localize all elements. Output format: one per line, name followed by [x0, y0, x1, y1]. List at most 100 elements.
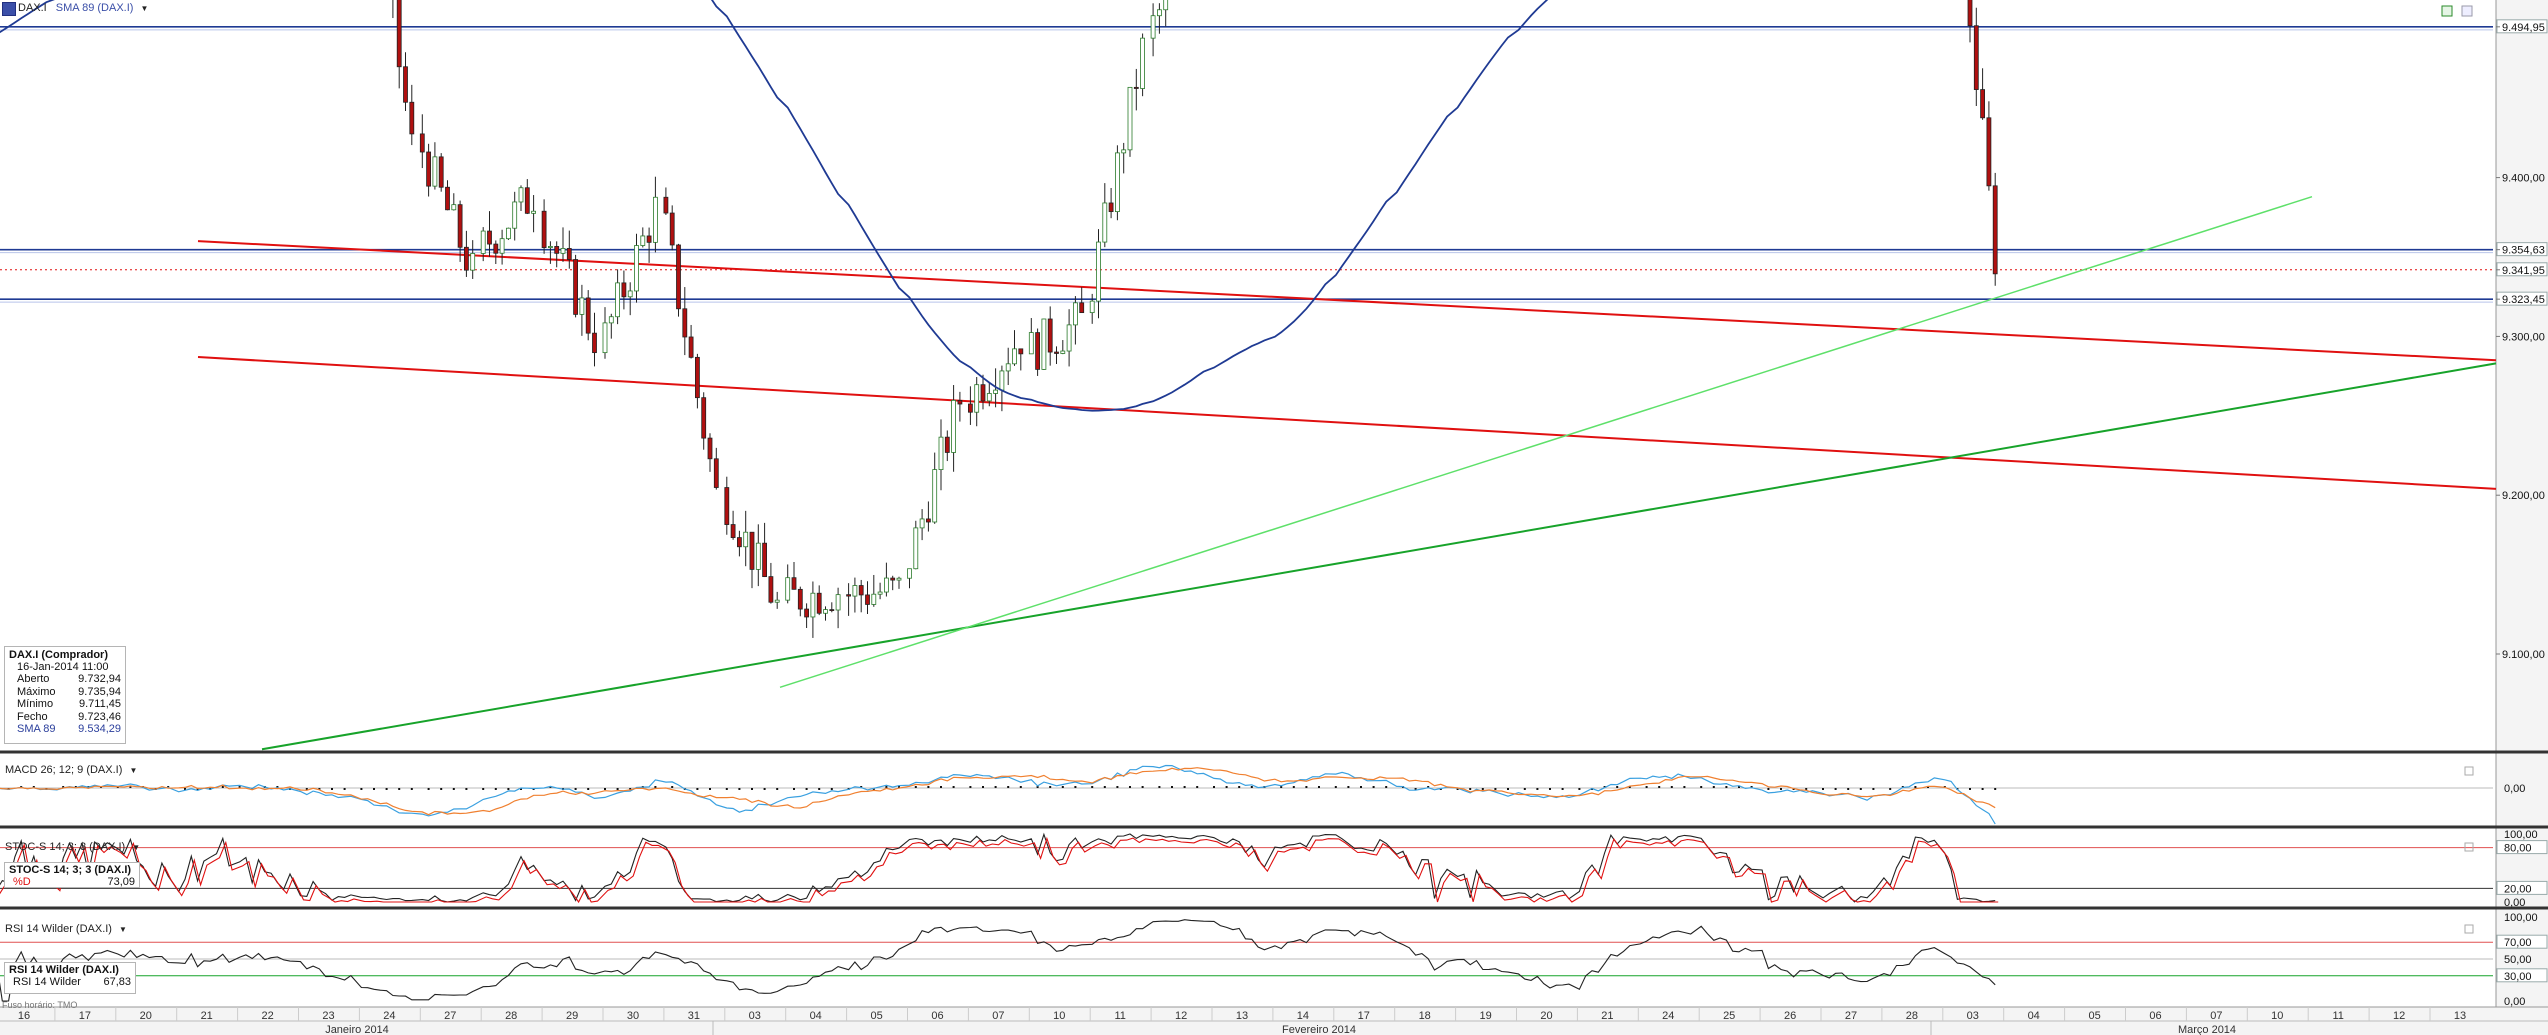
trendline: [197, 356, 2497, 490]
candle-body: [438, 156, 444, 188]
rsi-axis-label: 70,00: [2504, 937, 2532, 949]
panel-control-icon[interactable]: [2464, 842, 2474, 852]
candle-body: [1089, 300, 1095, 314]
candle-body: [1028, 332, 1034, 355]
date-tick-label: 27: [1845, 1010, 1857, 1022]
price-axis-label: 9.323,45: [2502, 294, 2545, 306]
stoch-panel: 100,00 80,00 20,00 0,00: [0, 829, 2548, 910]
header-symbol: DAX.I: [18, 2, 47, 14]
date-tick-label: 05: [2088, 1010, 2100, 1022]
candle-body: [823, 609, 828, 614]
candle-body: [445, 186, 450, 211]
date-tick-label: 24: [1662, 1010, 1674, 1022]
date-tick-label: 12: [1175, 1010, 1187, 1022]
candle-body: [890, 577, 896, 581]
chevron-down-icon[interactable]: ▼: [129, 766, 138, 775]
candle-body: [579, 297, 585, 315]
candle-body: [1150, 15, 1156, 39]
candle-body: [701, 397, 707, 439]
chevron-down-icon[interactable]: ▼: [140, 4, 149, 13]
date-tick-label: 11: [2332, 1010, 2343, 1022]
stoch-panel-header[interactable]: STOC-S 14; 3; 3 (DAX.I) ▼: [5, 841, 140, 853]
price-axis-label: 9.354,63: [2502, 245, 2545, 257]
panel-control-icon[interactable]: [2464, 924, 2474, 934]
candle-body: [877, 591, 883, 595]
rsi-axis-label: 50,00: [2504, 954, 2532, 966]
candle-body: [426, 151, 432, 187]
price-panel: 9.794,959.733,459.696,549.676,459.600,00…: [0, 0, 2548, 754]
candle-body: [663, 196, 669, 214]
panel-control-icon[interactable]: [2461, 5, 2473, 17]
date-tick-label: 06: [931, 1010, 943, 1022]
candle-body: [932, 469, 938, 523]
candle-body: [810, 592, 816, 618]
candle-body: [1102, 202, 1108, 243]
candle-body: [938, 436, 944, 471]
main-chart-header[interactable]: DAX.I SMA 89 (DAX.I) ▼: [18, 2, 148, 14]
info-date: 16-Jan-2014 11:00: [17, 661, 109, 673]
candle-body: [957, 399, 963, 405]
candle-body: [791, 577, 797, 590]
candle-body: [493, 243, 499, 254]
rsi-axis-label: 100,00: [2504, 912, 2538, 924]
macd-axis-label: 0,00: [2504, 783, 2525, 795]
candle-body: [1108, 202, 1114, 213]
trend-tool-icon[interactable]: [2441, 5, 2453, 17]
chevron-down-icon[interactable]: ▼: [119, 925, 127, 934]
sma-89-line: [0, 0, 1549, 412]
candle-body: [968, 403, 973, 413]
candle-body: [1133, 86, 1139, 89]
candle-body: [1140, 37, 1145, 89]
symbol-icon[interactable]: [2, 2, 16, 16]
date-tick-label: 18: [1419, 1010, 1431, 1022]
price-axis-label: 9.200,00: [2502, 490, 2545, 502]
candle-body: [505, 227, 511, 240]
rsi-box-value: 67,83: [103, 976, 131, 988]
date-tick-label: 29: [566, 1010, 578, 1022]
price-axis-bg: [2496, 0, 2548, 1035]
candle-body: [749, 531, 755, 570]
candle-body: [560, 248, 566, 254]
candle-body: [499, 238, 505, 254]
macd-panel-header[interactable]: MACD 26; 12; 9 (DAX.I) ▼: [5, 764, 137, 776]
date-tick-label: 10: [2271, 1010, 2283, 1022]
candle-body: [419, 133, 425, 153]
candle-body: [480, 230, 486, 254]
date-tick-label: 07: [2210, 1010, 2222, 1022]
candle-body: [688, 336, 694, 358]
candle-body: [774, 599, 780, 603]
date-tick-label: 06: [2149, 1010, 2161, 1022]
stoch-box-label: %D: [13, 876, 31, 888]
candle-body: [470, 253, 476, 271]
date-tick-label: 17: [79, 1010, 91, 1022]
stoch-info-box: STOC-S 14; 3; 3 (DAX.I) %D 73,09: [4, 862, 140, 888]
candle-body: [762, 542, 767, 578]
rsi-panel-header[interactable]: RSI 14 Wilder (DAX.I) ▼: [5, 923, 127, 935]
candle-body: [432, 156, 438, 187]
candle-body: [682, 308, 688, 338]
date-tick-label: 21: [1601, 1010, 1613, 1022]
candle-body: [524, 187, 530, 214]
candle-body: [1018, 348, 1024, 355]
candle-body: [409, 101, 415, 135]
info-row-sma: SMA 89 9.534,29: [17, 723, 121, 735]
date-tick-label: 10: [1053, 1010, 1065, 1022]
candle-body: [1121, 149, 1127, 154]
candle-body: [1060, 350, 1066, 354]
trendline: [197, 240, 2497, 362]
date-tick-label: 11: [1114, 1010, 1125, 1022]
candle-body: [1127, 86, 1133, 151]
chevron-down-icon[interactable]: ▼: [132, 843, 141, 852]
month-label: Fevereiro 2014: [1282, 1024, 1356, 1035]
candle-body: [451, 204, 457, 211]
candle-body: [653, 196, 658, 243]
panel-control-icon[interactable]: [2464, 766, 2474, 776]
candle-body: [1035, 332, 1040, 370]
candle-body: [913, 527, 919, 570]
candle-body: [871, 593, 877, 605]
candle-body: [986, 393, 992, 402]
candle-body: [615, 282, 620, 318]
candles: [392, 0, 1998, 638]
